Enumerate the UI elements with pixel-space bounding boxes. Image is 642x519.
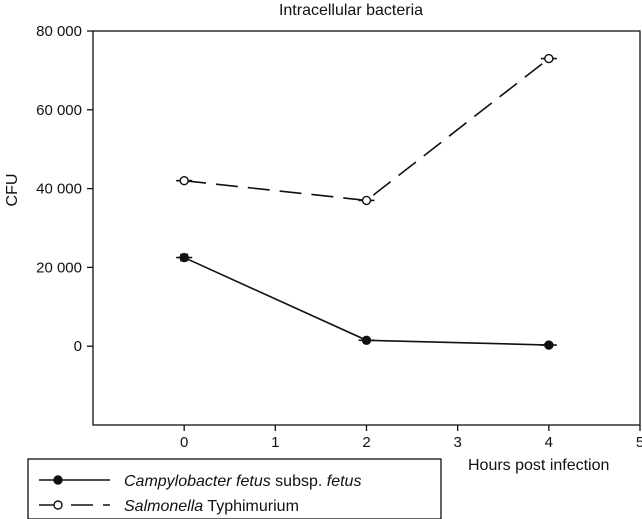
y-axis: 0 20 000 40 000 60 000 80 000 xyxy=(36,23,93,355)
x-tick-label: 2 xyxy=(362,434,370,451)
x-tick-label: 1 xyxy=(271,434,279,451)
y-axis-label: CFU xyxy=(4,174,21,207)
series-1-point xyxy=(544,340,554,350)
series-2-point xyxy=(179,176,189,186)
legend-box xyxy=(27,458,442,519)
x-tick-label: 4 xyxy=(545,434,553,451)
series-1-point xyxy=(179,252,189,263)
x-axis-label: Hours post infection xyxy=(468,457,609,474)
x-tick-label: 5 xyxy=(636,434,642,451)
y-tick-label: 0 xyxy=(74,338,82,355)
series-line-1 xyxy=(183,256,549,346)
chart-title: Intracellular bacteria xyxy=(279,2,423,19)
y-tick-label: 20 000 xyxy=(36,259,82,276)
series-line-2 xyxy=(184,57,550,202)
legend-label-2: Salmonella Typhimurium xyxy=(124,498,299,515)
legend-marker-2 xyxy=(53,500,63,510)
legend-marker-1 xyxy=(53,475,63,485)
x-tick-label: 3 xyxy=(453,434,461,451)
series-1-point xyxy=(361,335,372,345)
legend: Campylobacter fetus subsp. fetus Salmonel… xyxy=(39,473,361,515)
series-layer xyxy=(176,53,557,350)
x-tick-label: 0 xyxy=(180,434,188,451)
plot-area-frame xyxy=(92,30,641,426)
series-2-point xyxy=(544,53,554,64)
x-axis: 0 1 2 3 4 5 xyxy=(180,425,642,451)
y-tick-label: 80 000 xyxy=(36,23,82,40)
y-tick-label: 60 000 xyxy=(36,102,82,119)
legend-label-1: Campylobacter fetus subsp. fetus xyxy=(124,473,361,490)
y-tick-label: 40 000 xyxy=(36,181,82,198)
series-2-point xyxy=(361,195,372,206)
